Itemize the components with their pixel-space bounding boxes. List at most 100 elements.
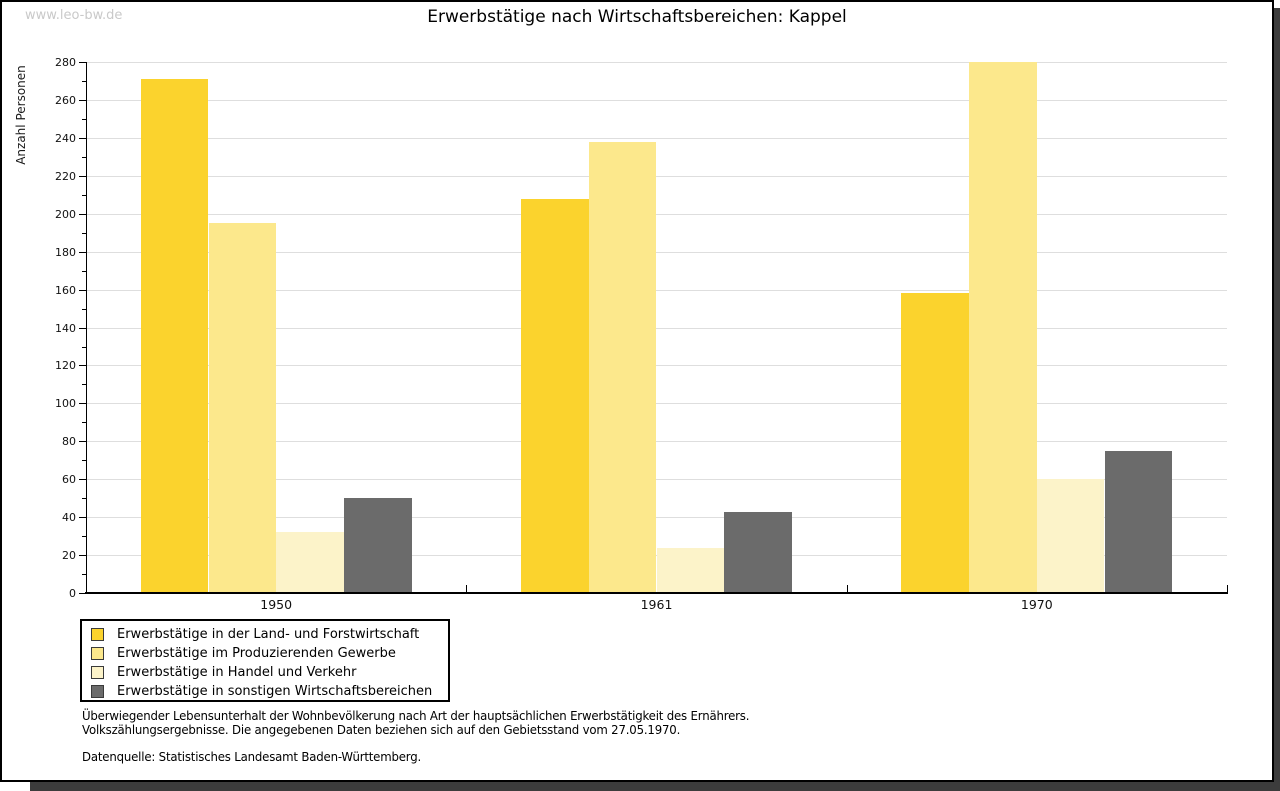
y-minor-tick [82,498,86,500]
watermark-url: www.leo-bw.de [25,8,123,23]
bar-1961-series-2 [588,141,657,592]
y-major-tick [79,593,86,594]
bar-1950-series-1 [140,79,209,592]
page-shadow-bottom [30,782,1280,791]
y-tick-label: 100 [55,397,76,411]
bar-1961-series-1 [521,198,589,592]
legend-item-3: Erwerbstätige in Handel und Verkehr [91,663,448,682]
y-major-tick [79,555,86,557]
gridline [86,137,1227,139]
y-major-tick [79,213,86,215]
data-source-note: Datenquelle: Statistisches Landesamt Bad… [82,749,422,764]
bar-1970-series-1 [901,293,970,592]
legend-item-4: Erwerbstätige in sonstigen Wirtschaftsbe… [91,682,448,701]
bar-1970-series-3 [1036,479,1105,592]
y-major-tick [79,441,86,443]
y-minor-tick [82,232,86,234]
bar-1961-series-4 [724,511,792,592]
y-major-tick [79,479,86,481]
y-minor-tick [82,81,86,82]
y-tick-label: 120 [55,359,76,373]
gridline [86,175,1227,177]
legend-swatch-icon [91,647,104,660]
bar-1970-series-4 [1104,450,1173,592]
footnote-line-1: Überwiegender Lebensunterhalt der Wohnbe… [82,708,750,723]
x-boundary-tick [846,585,848,592]
y-major-tick [79,175,86,177]
x-boundary-tick [466,585,468,592]
y-tick-label: 20 [62,549,76,563]
legend-label: Erwerbstätige in sonstigen Wirtschaftsbe… [117,684,433,699]
x-boundary-tick [1227,585,1228,592]
y-major-tick [79,403,86,405]
legend-label: Erwerbstätige in Handel und Verkehr [117,665,357,680]
x-axis-line [85,592,1228,594]
y-major-tick [79,99,86,101]
footnote-line-2: Volkszählungsergebnisse. Die angegebenen… [82,722,681,737]
y-major-tick [79,251,86,253]
y-minor-tick [82,118,86,120]
gridline [86,365,1227,367]
page-shadow-right [1274,8,1280,791]
y-major-tick [79,137,86,139]
bar-1970-series-2 [969,62,1037,592]
y-tick-label: 160 [55,283,76,297]
gridline [86,403,1227,405]
y-major-tick [79,517,86,519]
y-tick-label: 60 [62,473,76,487]
legend-item-1: Erwerbstätige in der Land- und Forstwirt… [91,625,448,644]
y-minor-tick [82,384,86,386]
chart-legend: Erwerbstätige in der Land- und Forstwirt… [80,619,450,702]
y-minor-tick [82,574,86,575]
gridline [86,62,1227,63]
legend-label: Erwerbstätige in der Land- und Forstwirt… [117,627,420,642]
gridline [86,517,1227,519]
gridline [86,441,1227,443]
x-category-label: 1961 [640,597,673,612]
legend-swatch-icon [91,685,104,698]
y-minor-tick [82,156,86,158]
y-major-tick [79,327,86,329]
y-minor-tick [82,460,86,462]
y-minor-tick [82,536,86,538]
y-tick-label: 140 [55,321,76,335]
x-category-label: 1970 [1020,597,1053,612]
legend-swatch-icon [91,628,104,641]
y-minor-tick [82,270,86,272]
chart-title: Erwerbstätige nach Wirtschaftsbereichen:… [427,7,847,27]
gridline [86,327,1227,329]
y-tick-label: 0 [69,587,76,600]
y-minor-tick [82,422,86,424]
y-major-tick [79,365,86,367]
y-major-tick [79,62,86,63]
y-tick-label: 220 [55,169,76,183]
legend-label: Erwerbstätige im Produzierenden Gewerbe [117,646,396,661]
y-tick-label: 200 [55,207,76,221]
y-tick-label: 280 [55,56,76,69]
y-tick-label: 40 [62,511,76,525]
gridline [86,213,1227,215]
gridline [86,289,1227,291]
bar-1950-series-3 [276,532,344,592]
bar-1950-series-4 [343,498,412,592]
y-minor-tick [82,194,86,196]
y-tick-label: 80 [62,435,76,449]
gridline [86,99,1227,101]
y-major-tick [79,289,86,291]
bar-1961-series-3 [656,547,725,592]
y-tick-label: 180 [55,245,76,259]
gridline [86,479,1227,481]
chart-plot-area: 1950 1961 1970 0 20 40 60 80 100 120 140 160 180 200 2… [2,2,1274,780]
gridline [86,251,1227,253]
bar-1950-series-2 [208,223,277,592]
legend-item-2: Erwerbstätige im Produzierenden Gewerbe [91,644,448,663]
legend-swatch-icon [91,666,104,679]
y-tick-label: 240 [55,131,76,145]
x-category-label: 1950 [260,597,293,612]
y-minor-tick [82,308,86,310]
y-axis-line [86,62,87,593]
y-minor-tick [82,346,86,348]
y-tick-label: 260 [55,93,76,107]
